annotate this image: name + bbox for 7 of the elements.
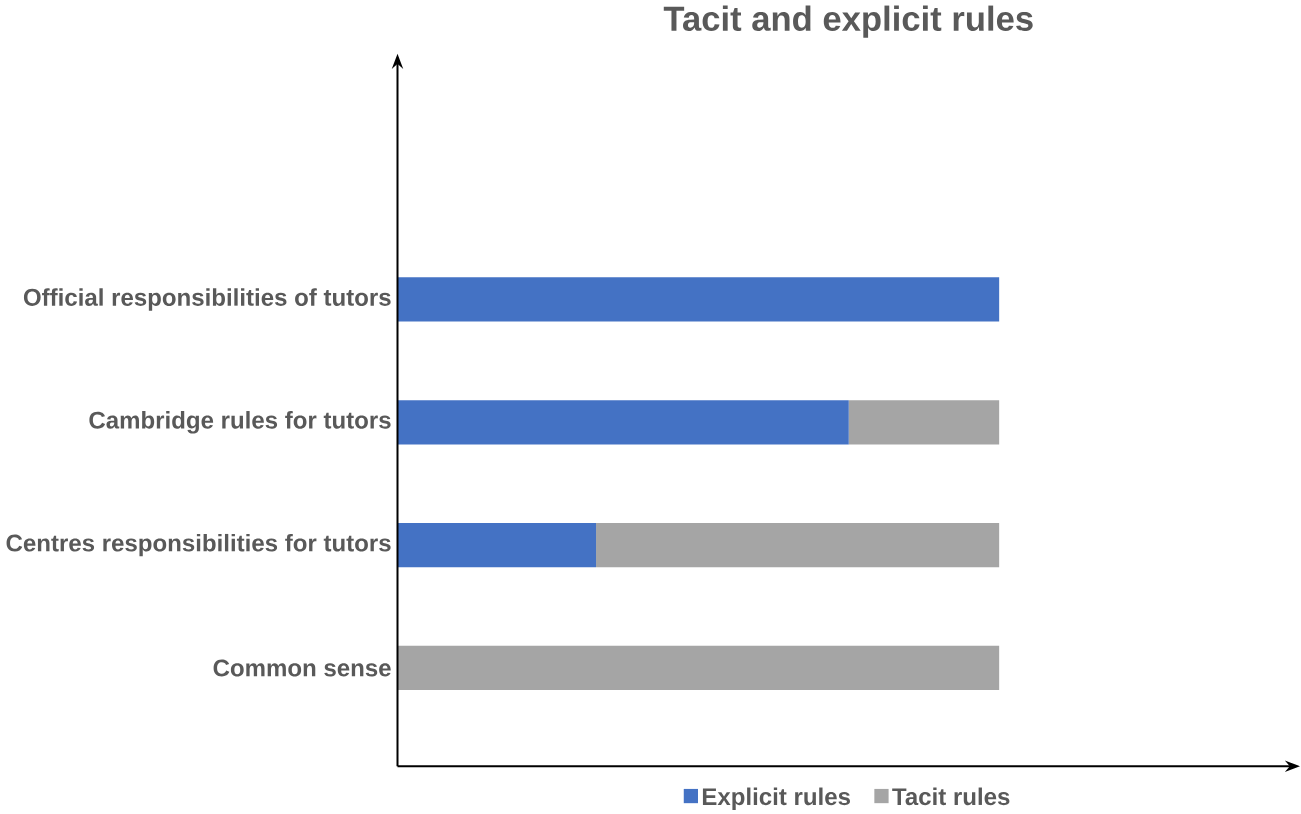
legend-label: Tacit rules <box>892 787 1010 806</box>
y-tick-label: Official responsibilities of tutors <box>23 288 391 311</box>
chart-title: Tacit and explicit rules <box>663 5 1033 38</box>
y-tick-label: Cambridge rules for tutors <box>89 410 391 434</box>
y-tick-label: Common sense <box>213 659 391 677</box>
y-tick-label: Centres responsibilities for tutors <box>6 533 391 557</box>
legend-label: Explicit rules <box>702 787 850 810</box>
